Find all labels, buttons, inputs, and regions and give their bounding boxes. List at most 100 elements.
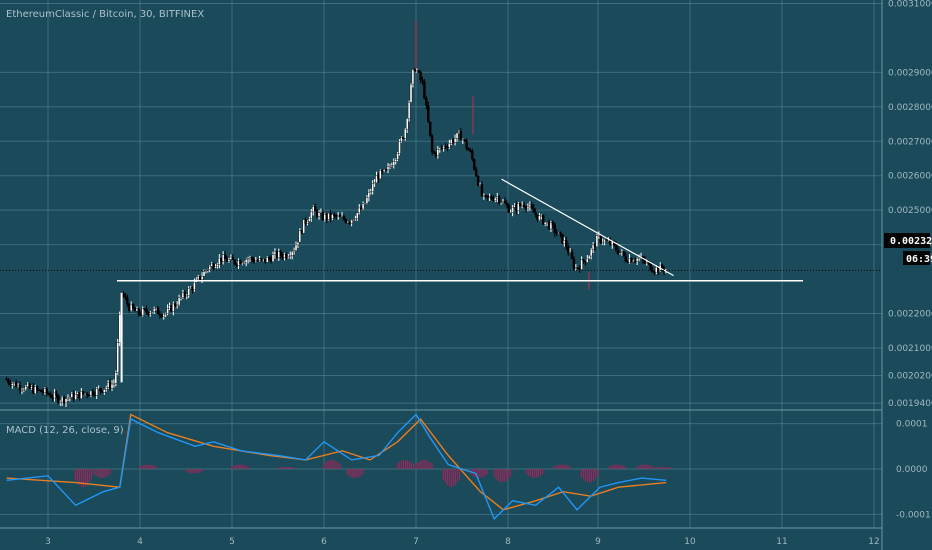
candle-body [423,81,426,99]
candle-body [365,197,369,204]
candle-body [57,395,60,404]
candle-body [310,211,313,220]
candle-body [605,239,608,242]
candle-body [478,184,482,186]
candle-body [463,139,466,141]
candle-body [158,313,162,316]
candle-body [565,240,568,248]
candle-body [183,292,187,297]
candle-body [361,203,365,210]
candle-body [304,219,307,224]
time-tick-label: 7 [413,537,419,547]
candle-body [570,251,574,259]
candle-body [66,397,70,400]
candle-body [93,394,96,397]
candle-body [434,153,438,156]
candle-body [239,260,242,265]
candle-body [442,145,445,149]
candle-body [321,211,325,221]
candle-body [227,259,231,262]
candle-body [392,161,395,166]
candle-body [451,139,455,143]
candle-body [432,151,436,154]
candle-body [85,393,89,396]
candle-body [457,130,461,134]
time-tick-label: 5 [229,537,235,547]
candle-body [250,257,254,260]
candle-body [13,382,16,384]
candle-body [145,308,148,313]
candle-body [568,251,572,254]
candle-body [497,196,501,204]
candle-body [143,308,146,311]
macd-tick-label: -0.0001 [896,510,931,520]
candle-body [511,206,514,213]
time-tick-label: 6 [321,537,327,547]
candle-body [198,276,202,280]
candle-body [381,170,384,172]
time-tick-label: 8 [505,537,511,547]
candle-body [28,383,31,389]
candle-body [7,379,10,384]
candle-body [179,297,183,299]
candle-body [151,311,154,313]
candle-body [616,249,620,255]
candle-body [174,303,177,307]
candle-body [492,198,495,201]
macd-tick-label: 0.0000 [896,465,928,475]
candle-body [233,259,236,265]
candle-body [382,169,386,172]
candle-body [344,219,348,223]
candle-body [41,391,45,394]
candle-body [469,150,472,152]
candle-body [189,287,192,289]
candle-body [18,384,22,391]
candle-body [655,267,658,273]
candle-body [135,308,139,312]
candle-body [513,204,516,208]
candle-body [237,260,240,266]
candle-body [279,251,282,256]
time-tick-label: 4 [137,537,143,547]
candle-body [584,261,587,263]
candle-body [289,255,292,257]
candle-body [89,390,93,396]
candle-body [649,262,652,271]
candle-body [319,211,323,214]
candle-body [108,382,112,389]
candle-body [200,276,204,280]
candle-body [223,254,227,260]
candle-body [603,239,606,243]
candle-body [264,258,267,263]
candle-body [193,282,196,291]
candle-body [55,392,58,397]
candle-body [74,394,77,400]
candle-body [172,303,175,312]
trend-line[interactable] [501,178,674,277]
candle-body [580,259,583,270]
candle-body [70,393,73,398]
candle-body [618,252,622,255]
candle-body [273,251,277,255]
candle-body [103,389,106,393]
candle-body [152,308,156,312]
candle-body [593,244,597,248]
candle-body [379,170,382,179]
candle-body [338,215,342,217]
candle-body [218,257,221,265]
candle-body [225,258,229,262]
candle-body [377,175,380,179]
candle-body [336,215,340,217]
candle-body [214,266,217,269]
price-tick-label: 0.0031000 [888,0,932,9]
candle-body [538,215,541,221]
candle-body [430,135,434,152]
candle-body [534,212,537,215]
candle-body [444,145,447,148]
candle-body [499,202,503,204]
candle-body [509,212,512,214]
candle-body [419,71,422,81]
candle-body [490,196,493,200]
candle-body [16,384,20,388]
candle-body [557,232,560,234]
